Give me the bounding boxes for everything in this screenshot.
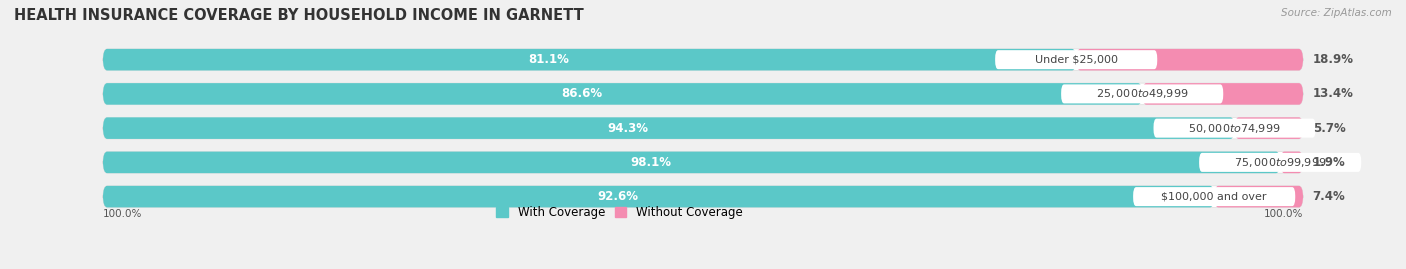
Text: 18.9%: 18.9% [1313, 53, 1354, 66]
FancyBboxPatch shape [103, 49, 1076, 70]
Text: Under $25,000: Under $25,000 [1035, 55, 1118, 65]
Text: Source: ZipAtlas.com: Source: ZipAtlas.com [1281, 8, 1392, 18]
FancyBboxPatch shape [103, 83, 1303, 105]
Text: 5.7%: 5.7% [1313, 122, 1346, 135]
Text: 100.0%: 100.0% [1264, 209, 1303, 219]
FancyBboxPatch shape [995, 50, 1157, 69]
Text: 13.4%: 13.4% [1313, 87, 1354, 100]
Text: HEALTH INSURANCE COVERAGE BY HOUSEHOLD INCOME IN GARNETT: HEALTH INSURANCE COVERAGE BY HOUSEHOLD I… [14, 8, 583, 23]
Text: 92.6%: 92.6% [598, 190, 638, 203]
FancyBboxPatch shape [103, 152, 1281, 173]
Text: 86.6%: 86.6% [561, 87, 603, 100]
FancyBboxPatch shape [103, 117, 1234, 139]
FancyBboxPatch shape [1076, 49, 1303, 70]
Text: $25,000 to $49,999: $25,000 to $49,999 [1095, 87, 1188, 100]
Text: 7.4%: 7.4% [1313, 190, 1346, 203]
FancyBboxPatch shape [1215, 186, 1303, 207]
FancyBboxPatch shape [1279, 152, 1303, 173]
Text: $75,000 to $99,999: $75,000 to $99,999 [1234, 156, 1326, 169]
FancyBboxPatch shape [103, 186, 1215, 207]
FancyBboxPatch shape [1133, 187, 1295, 206]
FancyBboxPatch shape [103, 83, 1142, 105]
FancyBboxPatch shape [1153, 119, 1316, 138]
FancyBboxPatch shape [103, 117, 1303, 139]
Text: $100,000 and over: $100,000 and over [1161, 192, 1267, 201]
Legend: With Coverage, Without Coverage: With Coverage, Without Coverage [492, 202, 747, 224]
Text: 81.1%: 81.1% [529, 53, 569, 66]
FancyBboxPatch shape [1234, 117, 1303, 139]
FancyBboxPatch shape [1062, 84, 1223, 103]
Text: 1.9%: 1.9% [1313, 156, 1346, 169]
Text: 98.1%: 98.1% [631, 156, 672, 169]
Text: 100.0%: 100.0% [103, 209, 142, 219]
FancyBboxPatch shape [103, 152, 1303, 173]
FancyBboxPatch shape [1142, 83, 1303, 105]
FancyBboxPatch shape [1199, 153, 1361, 172]
Text: $50,000 to $74,999: $50,000 to $74,999 [1188, 122, 1281, 135]
FancyBboxPatch shape [103, 186, 1303, 207]
FancyBboxPatch shape [103, 49, 1303, 70]
Text: 94.3%: 94.3% [607, 122, 648, 135]
